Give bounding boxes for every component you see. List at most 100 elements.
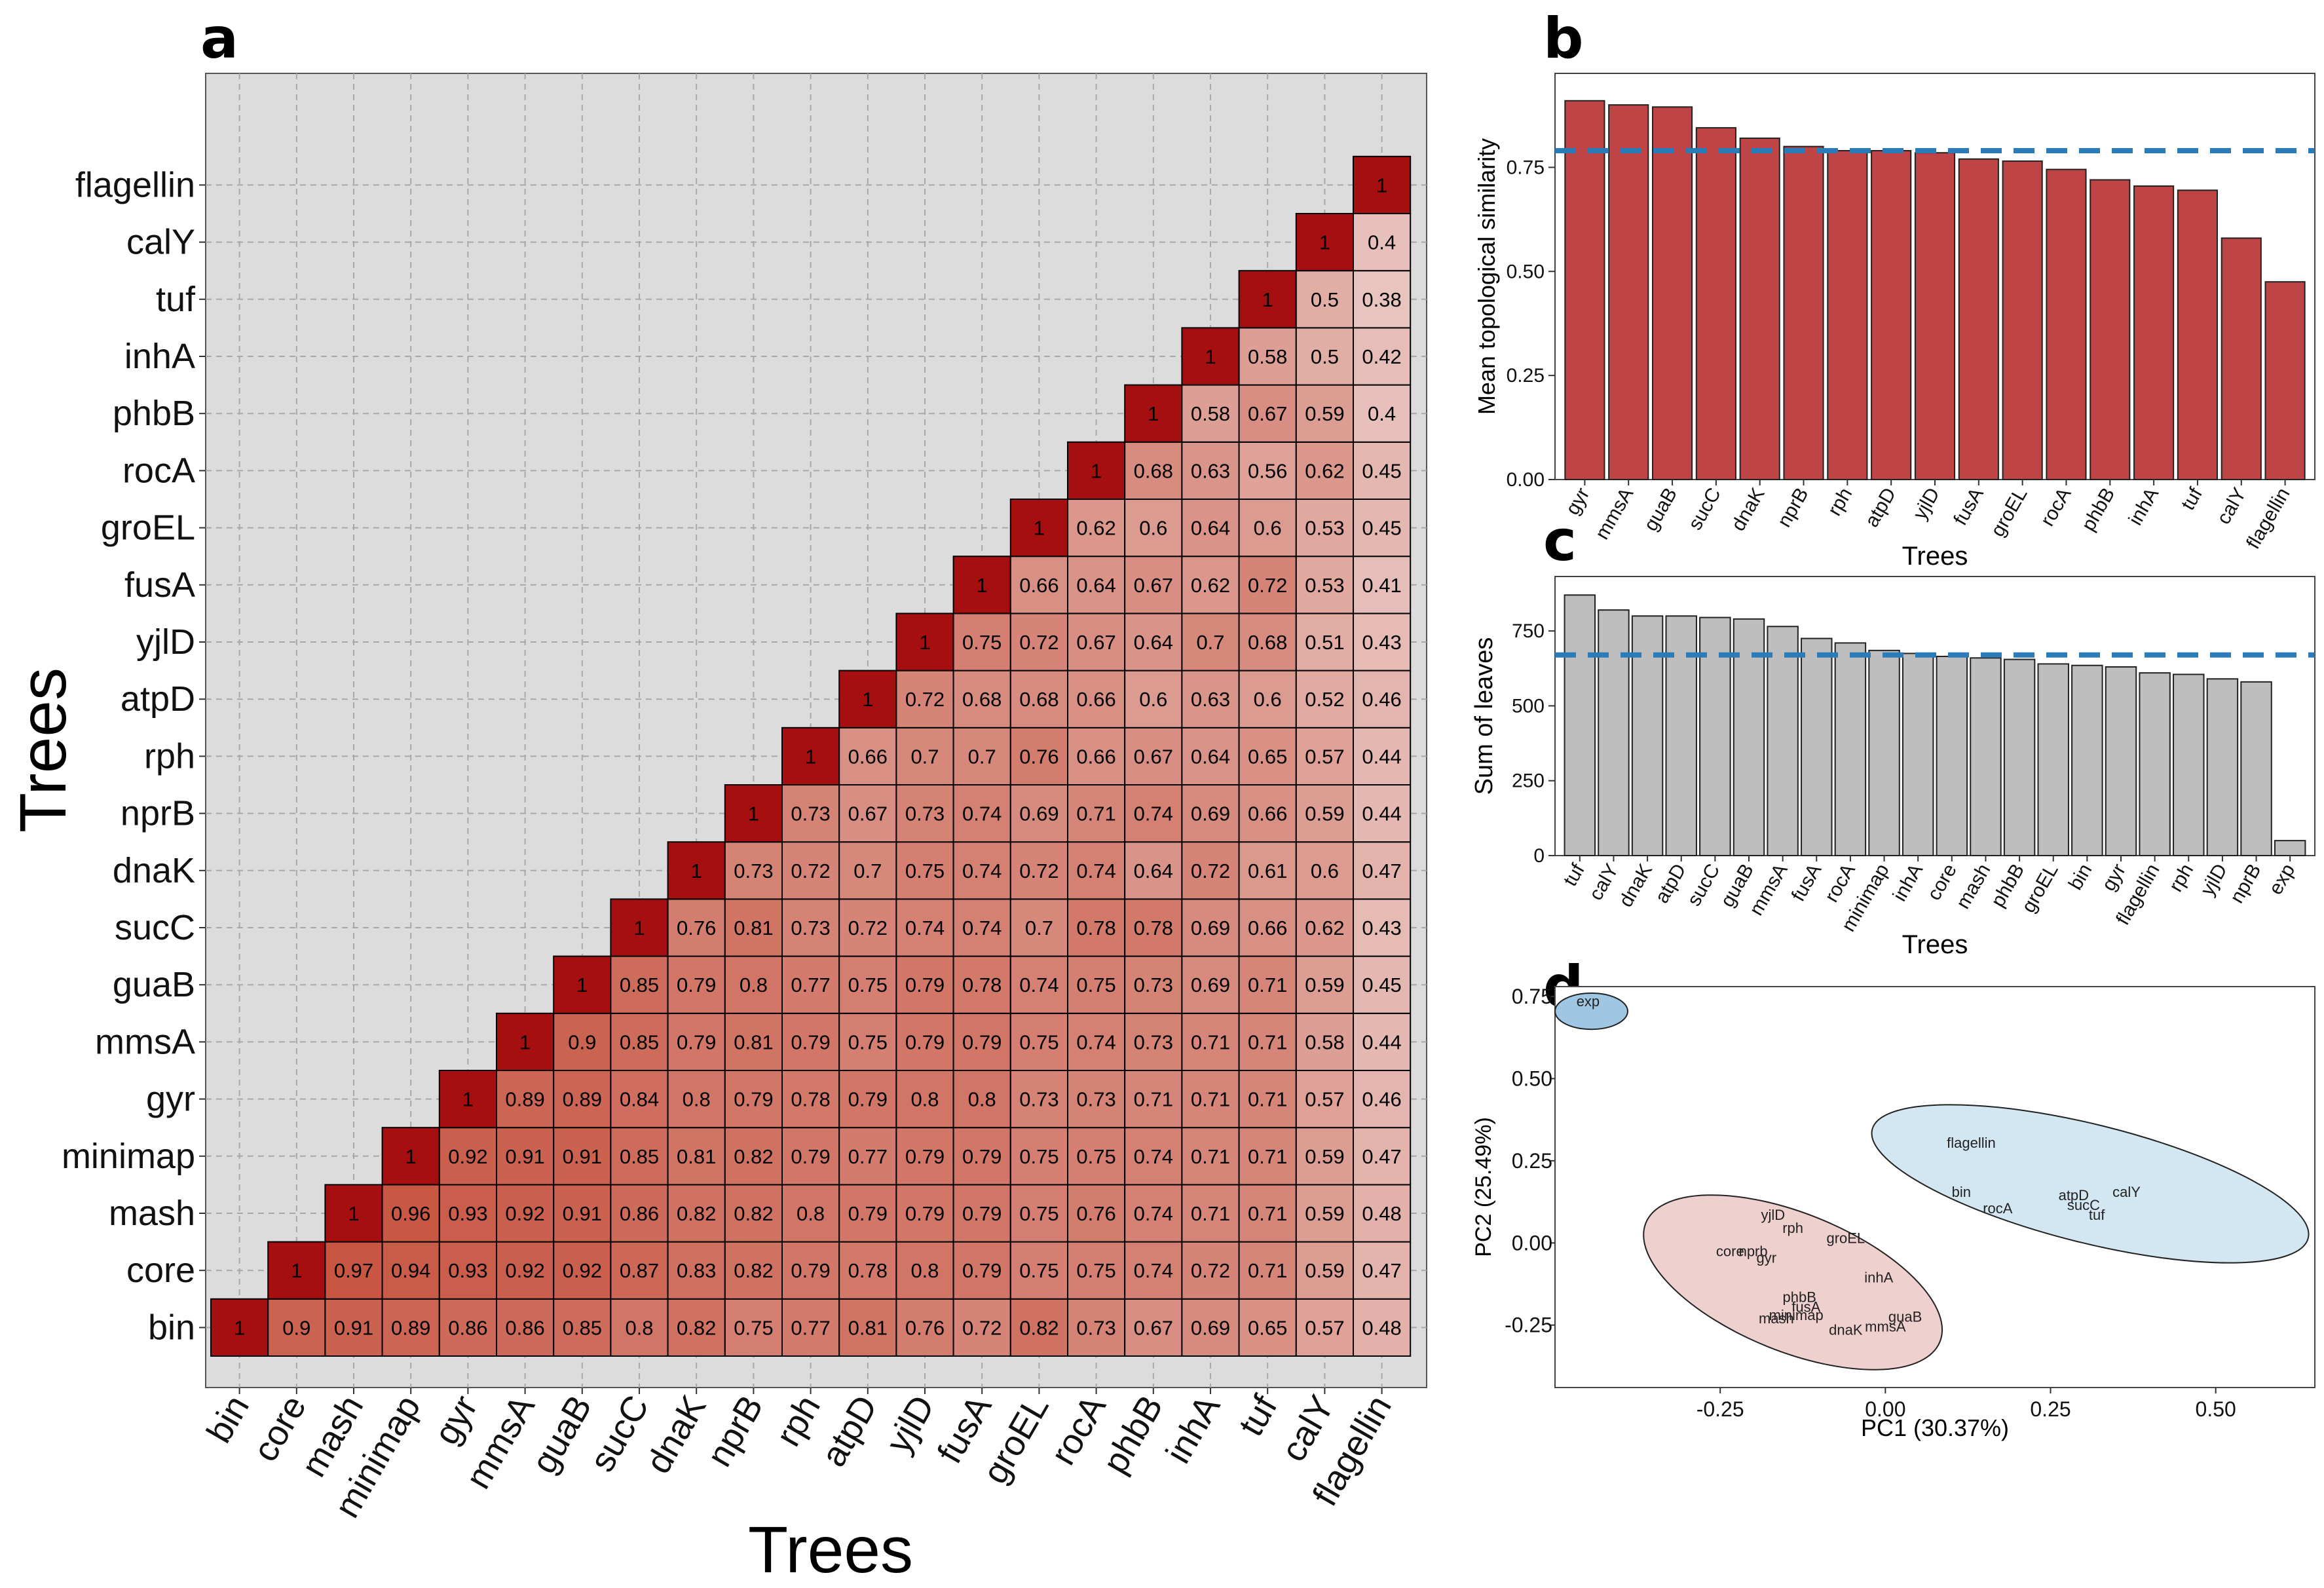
y-tick-label: rocA <box>122 451 195 490</box>
heatmap-cell <box>952 556 1011 614</box>
heatmap-cell-value: 0.75 <box>1019 1259 1059 1282</box>
heatmap-cell <box>496 1070 555 1129</box>
panel-letter-c: c <box>1543 508 1577 574</box>
heatmap-panel-a: 1 0.9 0.91 0.89 0.86 0.86 0.85 0.8 0.82 0.75 0.77 0… <box>7 73 1427 1587</box>
heatmap-cell-value: 0.58 <box>1305 1030 1344 1053</box>
heatmap-cell <box>610 1070 669 1129</box>
heatmap-cell <box>1295 327 1355 386</box>
heatmap-cell <box>952 1070 1011 1129</box>
heatmap-cell-value: 0.52 <box>1305 688 1344 711</box>
heatmap-cell-value: 0.79 <box>677 1030 716 1053</box>
heatmap-cell-value: 1 <box>919 631 930 654</box>
heatmap-cell-value: 0.45 <box>1362 517 1401 540</box>
heatmap-cell-value: 1 <box>462 1088 474 1111</box>
heatmap-cell <box>610 1184 669 1243</box>
bar <box>1871 150 1912 480</box>
heatmap-cell <box>1238 556 1297 614</box>
bar <box>1914 152 1956 481</box>
heatmap-cell-value: 0.96 <box>391 1202 430 1225</box>
heatmap-cell-value: 0.77 <box>791 1316 830 1339</box>
x-tick-label: flagellin <box>2242 484 2294 553</box>
heatmap-cell-value: 0.79 <box>962 1030 1002 1053</box>
heatmap-cell-value: 0.6 <box>1139 688 1167 711</box>
heatmap-cell <box>724 1012 783 1072</box>
heatmap-cell <box>1295 841 1355 900</box>
y-tick-label: yjlD <box>136 622 195 662</box>
heatmap-cell <box>952 1298 1011 1357</box>
heatmap-cell <box>724 1127 783 1186</box>
heatmap-cell-value: 0.71 <box>1134 1088 1173 1111</box>
bar <box>1834 642 1867 857</box>
x-tick-label: 0.00 <box>1865 1397 1905 1421</box>
x-tick-label: fusA <box>1949 484 1988 529</box>
heatmap-cell <box>724 784 783 843</box>
x-tick-label: atpD <box>814 1389 885 1473</box>
heatmap-cell-value: 0.92 <box>505 1202 544 1225</box>
heatmap-cell-value: 0.69 <box>1019 803 1059 825</box>
heatmap-cell <box>1295 213 1355 272</box>
heatmap-cell-value: 0.67 <box>1248 402 1287 425</box>
x-tick-label: yjlD <box>1909 484 1944 523</box>
heatmap-cell-value: 0.93 <box>448 1259 487 1282</box>
heatmap-cell-value: 0.8 <box>797 1202 825 1225</box>
y-tick-label: dnaK <box>113 851 195 890</box>
x-axis-title: Trees <box>1902 930 1968 959</box>
heatmap-cell-value: 0.91 <box>334 1316 373 1339</box>
heatmap-cell-value: 0.85 <box>620 1030 659 1053</box>
heatmap-cell <box>1067 955 1126 1014</box>
heatmap-cell <box>553 1070 612 1129</box>
heatmap-cell-value: 0.66 <box>1248 803 1287 825</box>
x-tick-label: calY <box>2213 484 2251 528</box>
heatmap-cell-value: 0.72 <box>905 688 945 711</box>
heatmap-cell <box>1181 1298 1240 1357</box>
heatmap-cell-value: 0.74 <box>1134 1259 1173 1282</box>
heatmap-cell-value: 0.69 <box>1191 803 1230 825</box>
heatmap-cell <box>1181 727 1240 786</box>
heatmap-cell <box>610 898 669 957</box>
heatmap-cell-value: 0.67 <box>1134 745 1173 768</box>
heatmap-cell <box>1124 384 1183 443</box>
heatmap-cell-value: 0.71 <box>1191 1088 1230 1111</box>
bar <box>2037 663 2069 857</box>
y-axis-title: Trees <box>7 668 80 833</box>
point-label: flagellin <box>1947 1135 1996 1151</box>
point-label: fusA <box>1791 1299 1820 1315</box>
heatmap-cell <box>1295 384 1355 443</box>
heatmap-cell-value: 0.64 <box>1191 745 1230 768</box>
heatmap-cell-value: 0.71 <box>1248 1030 1287 1053</box>
heatmap-cell-value: 0.68 <box>1134 459 1173 482</box>
heatmap-cell <box>1295 1184 1355 1243</box>
point-label: dnaK <box>1829 1322 1863 1338</box>
heatmap-cell <box>1009 1070 1069 1129</box>
heatmap-cell-value: 0.91 <box>563 1202 602 1225</box>
x-tick-label: sucC <box>1684 484 1725 534</box>
heatmap-cell <box>781 1298 840 1357</box>
heatmap-cell <box>1124 556 1183 614</box>
heatmap-cell-value: 0.72 <box>962 1316 1002 1339</box>
heatmap-cell-value: 0.79 <box>905 1202 945 1225</box>
heatmap-cell <box>667 1241 726 1300</box>
heatmap-cell-value: 0.64 <box>1134 631 1173 654</box>
heatmap-cell-value: 0.62 <box>1191 574 1230 597</box>
heatmap-cell-value: 0.6 <box>1311 860 1339 882</box>
bar <box>1827 150 1868 480</box>
x-tick-label: tuf <box>1231 1388 1285 1443</box>
heatmap-cell <box>496 1184 555 1243</box>
point-label: tuf <box>2089 1207 2105 1223</box>
x-tick-label: tuf <box>1560 860 1590 890</box>
heatmap-cell-value: 0.42 <box>1362 345 1401 368</box>
bar <box>1902 652 1934 857</box>
x-tick-label: rph <box>1824 484 1856 520</box>
y-tick-label: phbB <box>113 394 195 433</box>
x-axis-title: Trees <box>748 1513 913 1587</box>
heatmap-cell-value: 1 <box>234 1316 245 1339</box>
heatmap-cell-value: 0.59 <box>1305 1259 1344 1282</box>
heatmap-cell <box>1295 898 1355 957</box>
heatmap-cell <box>667 1184 726 1243</box>
heatmap-cell-value: 0.82 <box>1019 1316 1059 1339</box>
heatmap-cell-value: 0.8 <box>625 1316 653 1339</box>
heatmap-cell-value: 0.44 <box>1362 803 1401 825</box>
heatmap-cell-value: 0.8 <box>910 1088 939 1111</box>
heatmap-cell <box>1238 1070 1297 1129</box>
